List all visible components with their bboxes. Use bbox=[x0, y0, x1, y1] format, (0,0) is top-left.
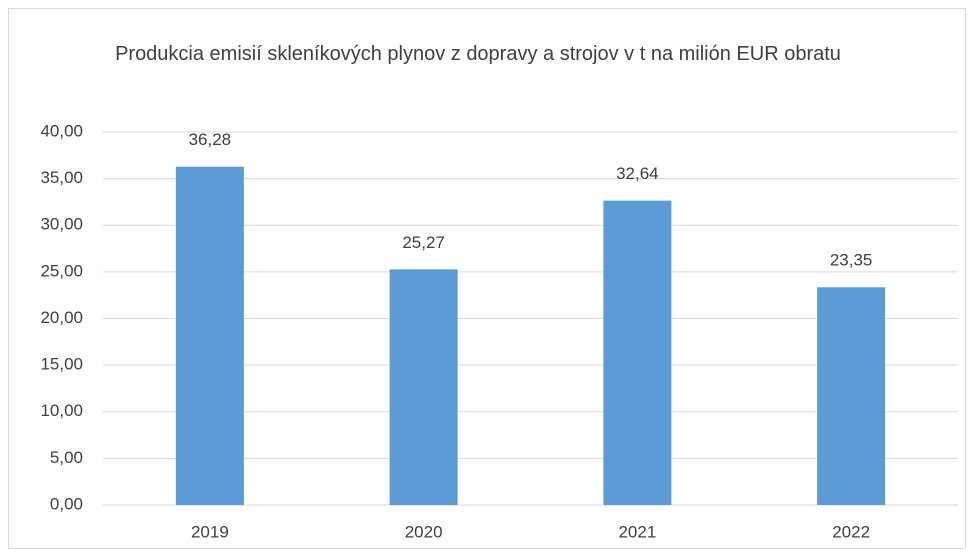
data-label: 23,35 bbox=[830, 251, 873, 270]
bar bbox=[603, 200, 672, 505]
y-tick-label: 40,00 bbox=[40, 121, 83, 140]
y-tick-label: 5,00 bbox=[50, 448, 83, 467]
x-tick-label: 2021 bbox=[618, 522, 656, 541]
bar bbox=[817, 287, 886, 505]
x-tick-label: 2022 bbox=[832, 522, 870, 541]
data-label: 32,64 bbox=[616, 164, 659, 183]
y-tick-label: 0,00 bbox=[50, 494, 83, 513]
y-tick-label: 20,00 bbox=[40, 308, 83, 327]
data-label: 25,27 bbox=[402, 233, 445, 252]
x-tick-label: 2020 bbox=[405, 522, 443, 541]
y-tick-label: 15,00 bbox=[40, 355, 83, 374]
data-label: 36,28 bbox=[189, 130, 232, 149]
y-tick-label: 30,00 bbox=[40, 215, 83, 234]
bar bbox=[175, 166, 244, 505]
y-tick-label: 35,00 bbox=[40, 168, 83, 187]
bar bbox=[389, 269, 458, 505]
y-tick-label: 25,00 bbox=[40, 261, 83, 280]
y-tick-label: 10,00 bbox=[40, 401, 83, 420]
chart-frame bbox=[8, 8, 966, 549]
x-tick-label: 2019 bbox=[191, 522, 229, 541]
chart-title: Produkcia emisií skleníkových plynov z d… bbox=[115, 43, 841, 65]
